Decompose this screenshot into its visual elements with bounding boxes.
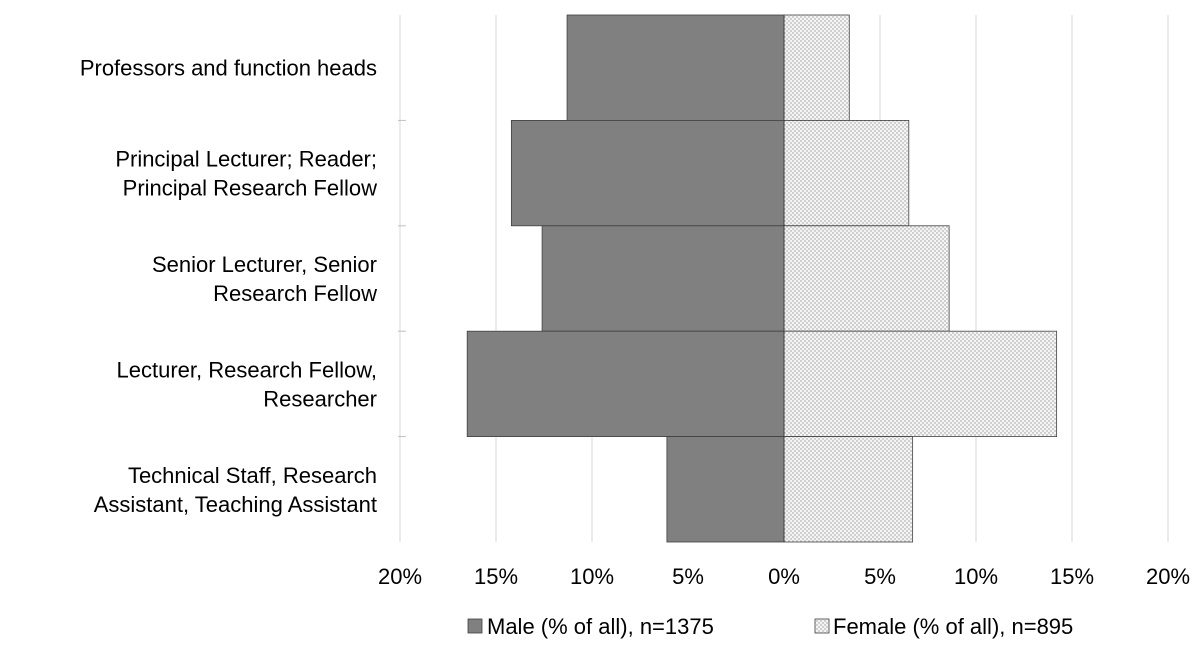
female-bar [783, 14, 850, 121]
category-label: Lecturer, Research Fellow, [117, 357, 377, 382]
female-bar [783, 436, 914, 543]
x-tick-label: 10% [570, 564, 614, 589]
legend: Male (% of all), n=1375 Female (% of all)… [467, 614, 1073, 639]
male-bar [566, 14, 785, 121]
category-label: Principal Research Fellow [123, 176, 377, 201]
legend-swatch-female [814, 618, 830, 634]
category-label: Principal Lecturer; Reader; [115, 147, 377, 172]
category-label: Technical Staff, Research [128, 463, 377, 488]
male-bar [466, 330, 785, 438]
category-label: Professors and function heads [80, 56, 377, 81]
category-labels: Professors and function heads Principal L… [80, 56, 377, 517]
category-label: Researcher [263, 386, 377, 411]
legend-label-female: Female (% of all), n=895 [833, 614, 1073, 639]
x-tick-label: 20% [378, 564, 422, 589]
bars [466, 14, 1058, 543]
male-bar [666, 436, 785, 543]
legend-swatch-male [467, 618, 483, 634]
x-tick-labels: 20% 15% 10% 5% 0% 5% 10% 15% 20% [378, 564, 1190, 589]
x-tick-label: 0% [768, 564, 800, 589]
x-tick-label: 15% [1050, 564, 1094, 589]
category-label: Senior Lecturer, Senior [152, 252, 377, 277]
axes [398, 15, 785, 542]
x-tick-label: 15% [474, 564, 518, 589]
category-label: Research Fellow [213, 281, 377, 306]
x-tick-label: 5% [672, 564, 704, 589]
female-bar [783, 225, 950, 332]
x-tick-label: 5% [864, 564, 896, 589]
x-tick-label: 20% [1146, 564, 1190, 589]
female-bar [783, 330, 1058, 438]
male-bar [541, 225, 785, 332]
female-bar [783, 120, 910, 227]
male-bar [510, 120, 785, 227]
category-label: Assistant, Teaching Assistant [94, 492, 377, 517]
x-tick-label: 10% [954, 564, 998, 589]
legend-label-male: Male (% of all), n=1375 [487, 614, 714, 639]
